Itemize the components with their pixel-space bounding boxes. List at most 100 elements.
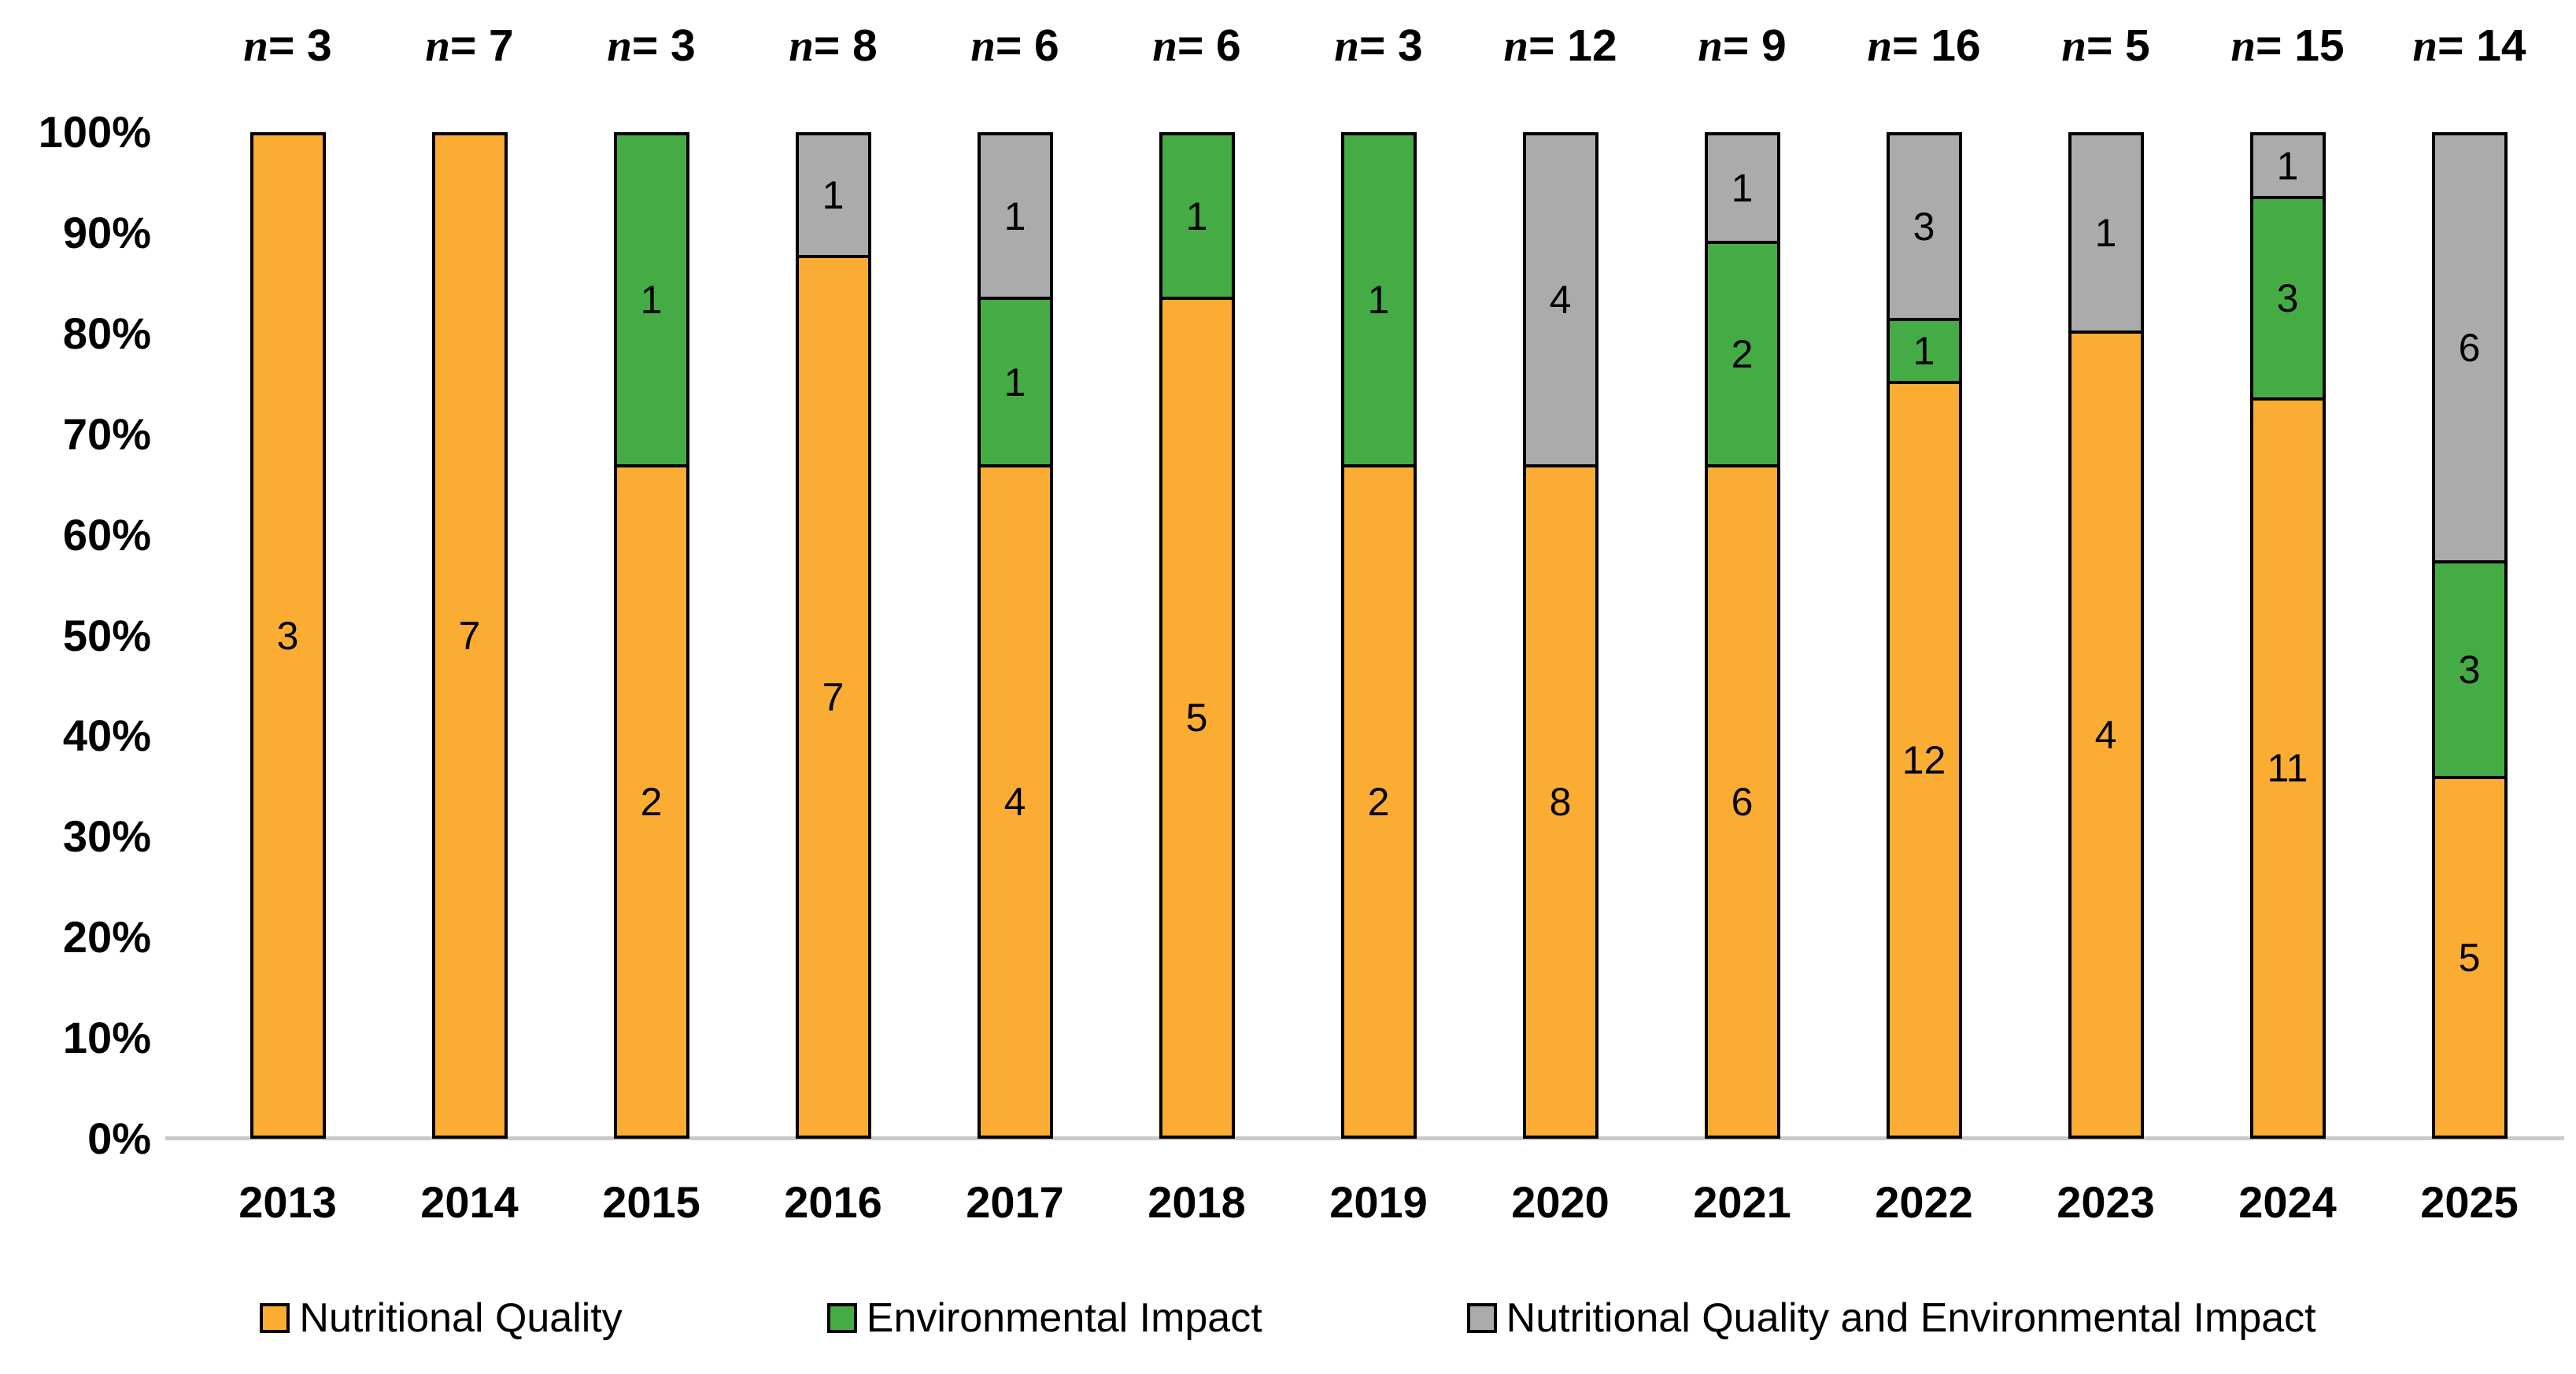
x-label-2015: 2015 <box>602 1176 700 1227</box>
n-italic-char: n <box>243 20 268 71</box>
segment-2017-series1: 1 <box>977 297 1053 467</box>
segment-2025-series2: 6 <box>2431 132 2508 563</box>
bar-slot-2021: 1 2 6 <box>1651 132 1833 1139</box>
x-label-2014: 2014 <box>420 1176 519 1227</box>
x-label-2020: 2020 <box>1511 1176 1610 1227</box>
segment-value-label: 6 <box>2458 326 2481 370</box>
bar-slot-2014: 7 <box>379 132 560 1139</box>
y-tick-30pct: 30% <box>62 811 151 862</box>
segment-2022-series0: 12 <box>1886 381 1962 1139</box>
segment-value-label: 4 <box>1549 278 1572 322</box>
segment-2021-series1: 2 <box>1704 241 1780 467</box>
segment-2016-series2: 1 <box>795 132 871 258</box>
segment-value-label: 3 <box>276 613 299 658</box>
y-tick-60pct: 60% <box>62 509 151 560</box>
n-count-value: = 3 <box>1358 20 1423 71</box>
n-italic-char: n <box>425 20 450 71</box>
y-tick-10pct: 10% <box>62 1013 151 1063</box>
n-count-value: = 16 <box>1892 20 1981 71</box>
n-count-label-2021: n = 9 <box>1651 14 1833 77</box>
x-label-2024: 2024 <box>2238 1176 2337 1227</box>
legend-label: Nutritional Quality <box>299 1295 623 1341</box>
segment-value-label: 3 <box>2458 648 2481 692</box>
x-label-2018: 2018 <box>1148 1176 1246 1227</box>
stacked-bar-2013: 3 <box>249 132 326 1139</box>
n-count-label-2018: n = 6 <box>1106 14 1288 77</box>
segment-2025-series1: 3 <box>2431 560 2508 779</box>
y-tick-70pct: 70% <box>62 408 151 459</box>
legend-swatch-icon <box>260 1303 290 1333</box>
segment-2023-series2: 1 <box>2068 132 2144 334</box>
segment-value-label: 8 <box>1549 779 1572 824</box>
segment-value-label: 2 <box>640 779 663 824</box>
segment-2024-series1: 3 <box>2249 196 2326 401</box>
n-count-value: = 3 <box>631 20 696 71</box>
segment-2019-series0: 2 <box>1340 464 1417 1139</box>
segment-2020-series2: 4 <box>1522 132 1598 467</box>
segment-value-label: 2 <box>1731 332 1754 376</box>
segment-value-label: 12 <box>1902 737 1946 782</box>
x-label-2016: 2016 <box>784 1176 882 1227</box>
segment-value-label: 7 <box>822 674 844 719</box>
x-axis-labels-row: 2013 2014 2015 2016 2017 2018 2019 2020 2021 2022… <box>197 1174 2560 1229</box>
bar-slot-2013: 3 <box>197 132 379 1139</box>
segment-value-label: 1 <box>1003 194 1026 238</box>
bars-container: 3 7 1 2 1 7 1 1 4 1 5 1 2 4 8 1 2 6 3 1 12 1 4 1 3 11 6 3 5 <box>197 132 2560 1139</box>
segment-2014-series0: 7 <box>431 132 508 1139</box>
y-tick-40pct: 40% <box>62 711 151 761</box>
segment-2025-series0: 5 <box>2431 776 2508 1139</box>
n-count-value: = 3 <box>268 20 332 71</box>
legend-item-2: Nutritional Quality and Environmental Im… <box>1466 1295 2316 1342</box>
n-count-label-2019: n = 3 <box>1288 14 1469 77</box>
y-tick-100pct: 100% <box>38 107 151 157</box>
n-count-value: = 7 <box>449 20 514 71</box>
segment-2017-series0: 4 <box>977 464 1053 1139</box>
n-italic-char: n <box>1503 20 1529 71</box>
y-tick-20pct: 20% <box>62 912 151 962</box>
stacked-bar-2014: 7 <box>431 132 508 1139</box>
segment-2021-series0: 6 <box>1704 464 1780 1139</box>
x-label-2019: 2019 <box>1329 1176 1428 1227</box>
segment-value-label: 1 <box>822 173 844 217</box>
segment-2017-series2: 1 <box>977 132 1053 300</box>
n-italic-char: n <box>2230 20 2256 71</box>
y-tick-90pct: 90% <box>62 207 151 257</box>
plot-area: 3 7 1 2 1 7 1 1 4 1 5 1 2 4 8 1 2 6 3 1 12 1 4 1 3 11 6 3 5 <box>165 132 2564 1140</box>
segment-2023-series0: 4 <box>2068 331 2144 1139</box>
n-count-label-2013: n = 3 <box>197 14 379 77</box>
n-count-value: = 14 <box>2437 20 2526 71</box>
segment-value-label: 7 <box>458 613 481 658</box>
segment-2018-series1: 1 <box>1159 132 1235 300</box>
segment-value-label: 5 <box>2458 935 2481 980</box>
segment-2024-series2: 1 <box>2249 132 2326 199</box>
stacked-bar-2025: 6 3 5 <box>2431 132 2508 1139</box>
legend-item-1: Environmental Impact <box>826 1295 1262 1342</box>
segment-value-label: 4 <box>2094 712 2117 757</box>
stacked-bar-2017: 1 1 4 <box>977 132 1053 1139</box>
n-count-value: = 5 <box>2086 20 2150 71</box>
segment-value-label: 3 <box>1913 205 1935 249</box>
y-tick-50pct: 50% <box>62 610 151 660</box>
segment-value-label: 1 <box>640 278 663 322</box>
segment-2019-series1: 1 <box>1340 132 1417 467</box>
segment-2018-series0: 5 <box>1159 297 1235 1139</box>
legend-swatch-icon <box>1466 1303 1497 1333</box>
n-italic-char: n <box>1867 20 1893 71</box>
n-count-label-2016: n = 8 <box>742 14 924 77</box>
segment-value-label: 1 <box>1913 329 1935 373</box>
n-count-label-2025: n = 14 <box>2378 14 2560 77</box>
legend-item-0: Nutritional Quality <box>260 1295 623 1342</box>
n-count-value: = 9 <box>1722 20 1787 71</box>
n-italic-char: n <box>607 20 632 71</box>
bar-slot-2025: 6 3 5 <box>2378 132 2560 1139</box>
n-italic-char: n <box>1698 20 1723 71</box>
n-italic-char: n <box>2061 20 2086 71</box>
n-italic-char: n <box>1152 20 1177 71</box>
